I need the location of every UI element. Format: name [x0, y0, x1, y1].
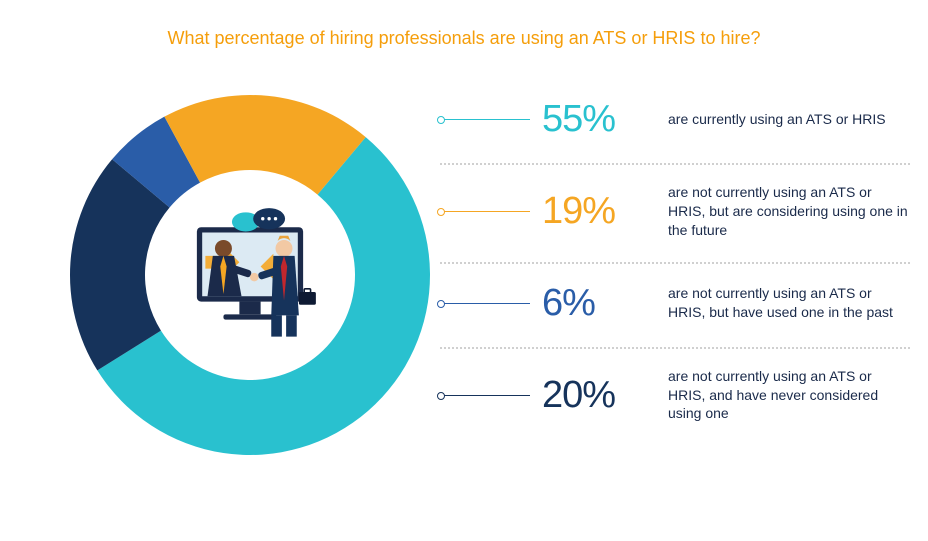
donut-chart [60, 85, 440, 465]
legend-desc: are not currently using an ATS or HRIS, … [662, 367, 910, 424]
legend-pct: 55% [542, 98, 662, 141]
legend-desc: are currently using an ATS or HRIS [662, 110, 910, 129]
legend-pct: 6% [542, 282, 662, 325]
leader-line [440, 211, 530, 212]
legend-desc: are not currently using an ATS or HRIS, … [662, 284, 910, 322]
handshake-illustration-svg [165, 190, 335, 360]
leader-line [440, 395, 530, 396]
chart-title: What percentage of hiring professionals … [0, 28, 928, 49]
legend-desc: are not currently using an ATS or HRIS, … [662, 183, 910, 240]
legend-row: 19% are not currently using an ATS or HR… [440, 165, 910, 264]
legend-row: 55% are currently using an ATS or HRIS [440, 80, 910, 165]
legend: 55% are currently using an ATS or HRIS 1… [440, 80, 910, 445]
legend-row: 20% are not currently using an ATS or HR… [440, 349, 910, 446]
legend-pct: 20% [542, 374, 662, 417]
leader-line [440, 119, 530, 120]
center-illustration [150, 175, 350, 375]
leader-line [440, 303, 530, 304]
legend-row: 6% are not currently using an ATS or HRI… [440, 264, 910, 349]
legend-pct: 19% [542, 190, 662, 233]
